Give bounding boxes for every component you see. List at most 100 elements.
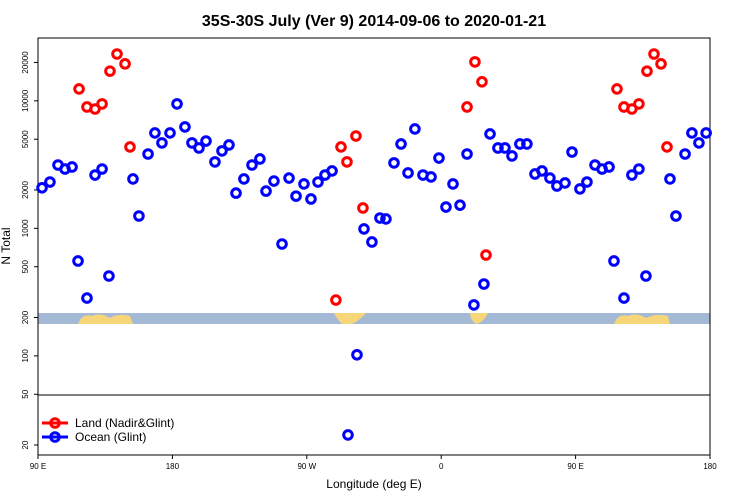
point [492,142,504,154]
chart-title: 35S-30S July (Ver 9) 2014-09-06 to 2020-… [202,13,546,30]
point [655,58,667,70]
point [700,127,712,139]
point [478,278,490,290]
y-tick-label: 20 [21,440,30,449]
point [506,150,518,162]
point [66,161,78,173]
point [81,292,93,304]
point [380,213,392,225]
point [335,141,347,153]
point [611,83,623,95]
point [73,83,85,95]
y-tick-label: 100 [21,349,30,363]
point [484,128,496,140]
y-tick-label: 500 [21,260,30,274]
point [351,348,363,361]
point [142,148,154,160]
point [648,48,660,60]
y-tick-label: 1000 [21,219,30,237]
point [480,249,492,261]
point [36,181,48,194]
point [440,201,452,213]
point [341,156,353,168]
point [124,141,136,153]
point [305,193,317,205]
point [409,123,421,135]
y-axis-label: N Total [0,227,13,264]
point [461,101,473,113]
point [514,138,526,150]
point [679,148,691,160]
point [388,157,400,169]
point [661,141,673,153]
point [290,190,302,202]
point [433,152,445,164]
point [260,185,272,197]
y-tick-label: 5000 [21,130,30,148]
point [44,176,56,188]
point [326,165,338,177]
point [447,178,459,190]
point [350,130,362,142]
point [89,169,101,181]
point [357,202,369,214]
point [156,137,168,149]
point [171,98,183,110]
point [312,176,324,188]
legend-marker [49,431,61,443]
point [96,163,108,175]
point [618,292,630,304]
point [566,146,578,158]
point [164,127,176,139]
map-strip [38,313,710,324]
y-tick-label: 2000 [21,181,30,199]
point [536,165,548,177]
point [521,138,533,150]
point [633,98,645,110]
point [670,210,682,222]
x-tick-label: 90 E [30,462,46,471]
point [358,223,370,235]
point [268,175,280,187]
point [111,48,123,60]
point [603,161,615,173]
point [641,65,653,77]
x-tick-label: 90 E [567,462,583,471]
point [209,156,221,168]
point [193,142,205,154]
point [133,210,145,222]
point [104,65,116,77]
point [179,121,191,133]
point [395,138,407,150]
point [544,172,556,184]
point [149,127,161,139]
x-tick-label: 180 [703,462,717,471]
x-axis-label: Longitude (deg E) [326,477,421,491]
point [238,173,250,185]
point [246,159,258,171]
point [330,294,342,306]
point [581,176,593,188]
point [254,153,266,165]
point [626,169,638,181]
point [686,127,698,139]
point [119,58,131,70]
point [276,238,288,250]
plot-frame [37,37,711,456]
y-tick-label: 10000 [21,89,30,112]
point [454,199,466,211]
legend-marker [49,417,61,429]
point [223,139,235,151]
y-tick-label: 20000 [21,51,30,74]
point [633,163,645,175]
point [200,135,212,147]
point [640,270,652,282]
legend-label: Land (Nadir&Glint) [75,416,174,430]
point [559,177,571,189]
point [469,56,481,68]
point [230,187,242,199]
legend-label: Ocean (Glint) [75,430,146,444]
y-tick-label: 200 [21,310,30,324]
point [476,76,488,88]
point [72,255,84,267]
